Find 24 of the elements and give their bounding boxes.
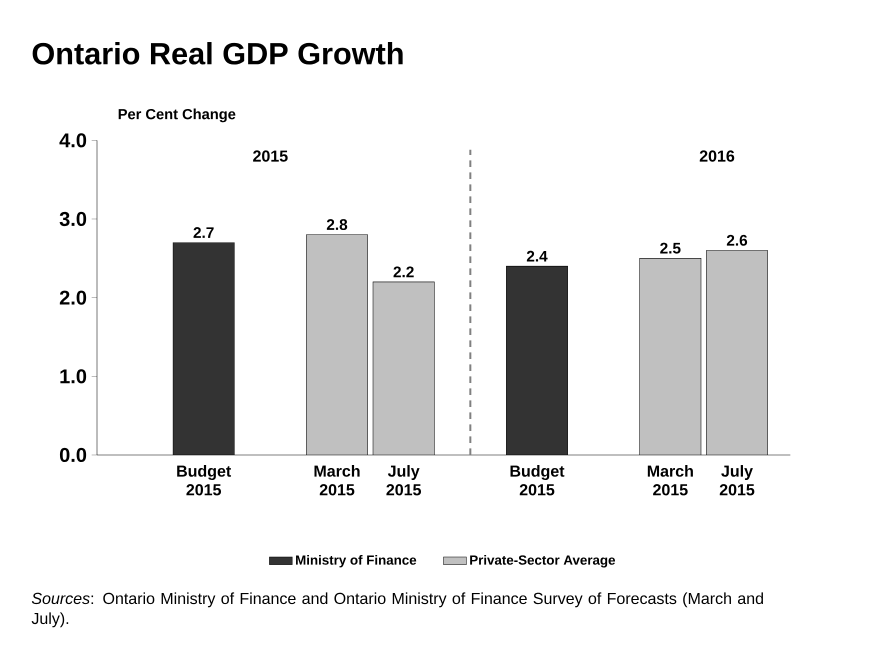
data-label: 2.5 xyxy=(660,242,681,254)
x-tick-label: Budget 2015 xyxy=(510,465,564,496)
annotation: 2015 xyxy=(253,150,288,162)
legend-label: Ministry of Finance xyxy=(296,554,416,568)
data-label: 2.7 xyxy=(194,227,214,238)
y-tick-label: 2.0 xyxy=(60,290,86,305)
x-tick-label: March 2015 xyxy=(314,465,360,496)
chart-title: Ontario Real GDP Growth xyxy=(32,42,403,65)
x-tick-label: July 2015 xyxy=(386,465,422,496)
annotation: 2016 xyxy=(700,150,734,162)
data-label: 2.8 xyxy=(326,219,348,230)
y-axis-title: Per Cent Change xyxy=(118,108,236,122)
y-tick-label: 0.0 xyxy=(60,448,86,462)
text: Sources: Ontario Ministry of Finance and Ontario Ministry of Finance Survey of Forecasts (March and July). xyxy=(32,592,763,628)
x-tick-label: Budget 2015 xyxy=(177,465,232,496)
data-label: 2.4 xyxy=(526,250,548,262)
y-tick-label: 1.0 xyxy=(60,369,86,384)
data-label: 2.2 xyxy=(394,266,414,278)
y-tick-label: 3.0 xyxy=(60,212,86,226)
y-tick-label: 4.0 xyxy=(59,133,86,148)
x-tick-label: July 2015 xyxy=(720,465,754,496)
x-tick-label: March 2015 xyxy=(648,465,693,496)
data-label: 2.6 xyxy=(726,234,748,246)
legend-label: Private-Sector Average xyxy=(470,554,616,568)
